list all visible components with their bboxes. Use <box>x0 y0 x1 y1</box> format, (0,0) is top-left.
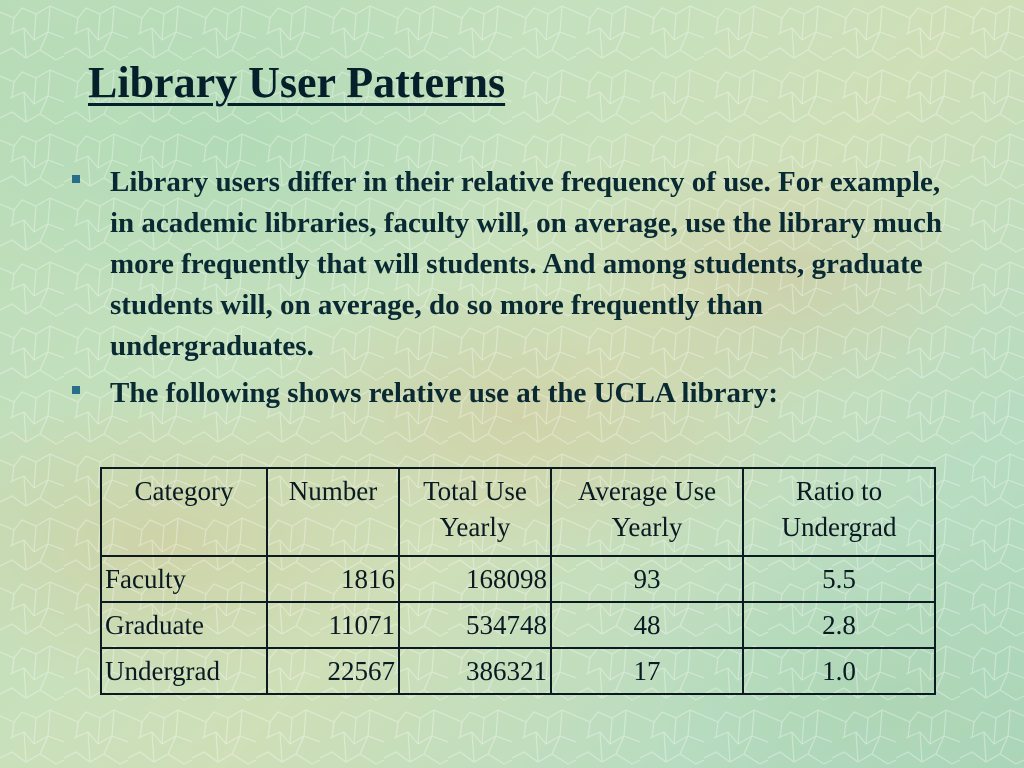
bullet-list: Library users differ in their relative f… <box>70 162 960 420</box>
header-average-use: Average Use Yearly <box>550 467 744 557</box>
header-number: Number <box>266 467 400 557</box>
slide-title: Library User Patterns <box>88 58 506 107</box>
cell-category: Graduate <box>100 601 268 649</box>
square-bullet-icon <box>72 175 80 183</box>
cell-number: 22567 <box>266 647 400 695</box>
cell-number: 1816 <box>266 555 400 603</box>
cell-ratio: 2.8 <box>742 601 936 649</box>
cell-category: Faculty <box>100 555 268 603</box>
table-row: Faculty 1816 168098 93 5.5 <box>100 555 936 603</box>
cell-ratio: 5.5 <box>742 555 936 603</box>
table-row: Graduate 11071 534748 48 2.8 <box>100 601 936 649</box>
cell-total-use: 386321 <box>398 647 552 695</box>
cell-average-use: 17 <box>550 647 744 695</box>
table-header-row: Category Number Total Use Yearly Average… <box>100 467 936 557</box>
bullet-item: Library users differ in their relative f… <box>70 162 960 367</box>
cell-total-use: 168098 <box>398 555 552 603</box>
table-row: Undergrad 22567 386321 17 1.0 <box>100 647 936 695</box>
header-total-use: Total Use Yearly <box>398 467 552 557</box>
cell-average-use: 93 <box>550 555 744 603</box>
cell-number: 11071 <box>266 601 400 649</box>
bullet-text: The following shows relative use at the … <box>110 377 779 409</box>
square-bullet-icon <box>72 386 80 394</box>
cell-category: Undergrad <box>100 647 268 695</box>
library-use-table: Category Number Total Use Yearly Average… <box>100 467 936 695</box>
cell-ratio: 1.0 <box>742 647 936 695</box>
header-ratio: Ratio to Undergrad <box>742 467 936 557</box>
bullet-item: The following shows relative use at the … <box>70 373 960 414</box>
cell-average-use: 48 <box>550 601 744 649</box>
bullet-text: Library users differ in their relative f… <box>110 166 943 362</box>
cell-total-use: 534748 <box>398 601 552 649</box>
header-category: Category <box>100 467 268 557</box>
